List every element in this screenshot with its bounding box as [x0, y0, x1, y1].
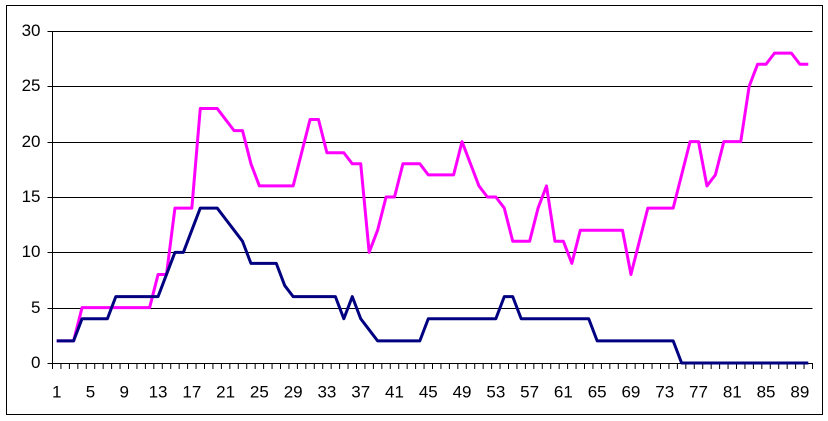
- x-tick-label: 21: [216, 382, 235, 401]
- chart-border: [6, 5, 823, 415]
- y-tick-label: 20: [22, 132, 41, 151]
- series-line: [56, 206, 809, 365]
- x-tick-label: 85: [757, 382, 776, 401]
- x-tick-label: 53: [486, 382, 505, 401]
- y-tick-label: 30: [22, 21, 41, 40]
- x-tick-label: 5: [86, 382, 95, 401]
- x-tick-label: 9: [120, 382, 129, 401]
- x-tick-label: 69: [621, 382, 640, 401]
- y-tick-label: 5: [31, 298, 40, 317]
- x-tick-label: 49: [453, 382, 472, 401]
- x-tick-label: 89: [790, 382, 809, 401]
- x-tick-label: 77: [689, 382, 708, 401]
- x-tick-label: 33: [317, 382, 336, 401]
- x-tick-label: 65: [588, 382, 607, 401]
- x-tick-label: 1: [52, 382, 61, 401]
- x-tick-label: 37: [351, 382, 370, 401]
- x-tick-label: 17: [182, 382, 201, 401]
- x-tick-label: 41: [385, 382, 404, 401]
- x-tick-label: 57: [520, 382, 539, 401]
- x-tick-label: 81: [723, 382, 742, 401]
- y-tick-label: 10: [22, 242, 41, 261]
- x-tick-label: 45: [419, 382, 438, 401]
- x-tick-label: 73: [655, 382, 674, 401]
- x-tick-label: 25: [250, 382, 269, 401]
- x-tick-label: 61: [554, 382, 573, 401]
- x-tick-label: 29: [284, 382, 303, 401]
- series-line: [56, 51, 809, 343]
- y-tick-label: 0: [31, 353, 40, 372]
- y-tick-label: 25: [22, 76, 41, 95]
- y-tick-label: 15: [22, 187, 41, 206]
- x-tick-label: 13: [149, 382, 168, 401]
